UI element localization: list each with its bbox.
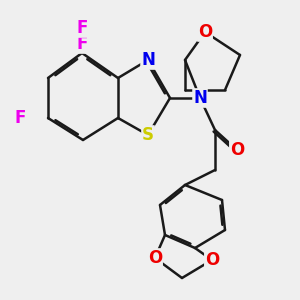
Text: O: O — [198, 23, 212, 41]
Text: S: S — [142, 126, 154, 144]
Text: O: O — [148, 249, 162, 267]
Text: O: O — [205, 251, 219, 269]
Text: O: O — [230, 141, 244, 159]
Text: N: N — [141, 51, 155, 69]
Text: F: F — [76, 19, 88, 37]
Text: N: N — [193, 89, 207, 107]
Text: F: F — [14, 109, 26, 127]
Text: F: F — [76, 35, 88, 53]
